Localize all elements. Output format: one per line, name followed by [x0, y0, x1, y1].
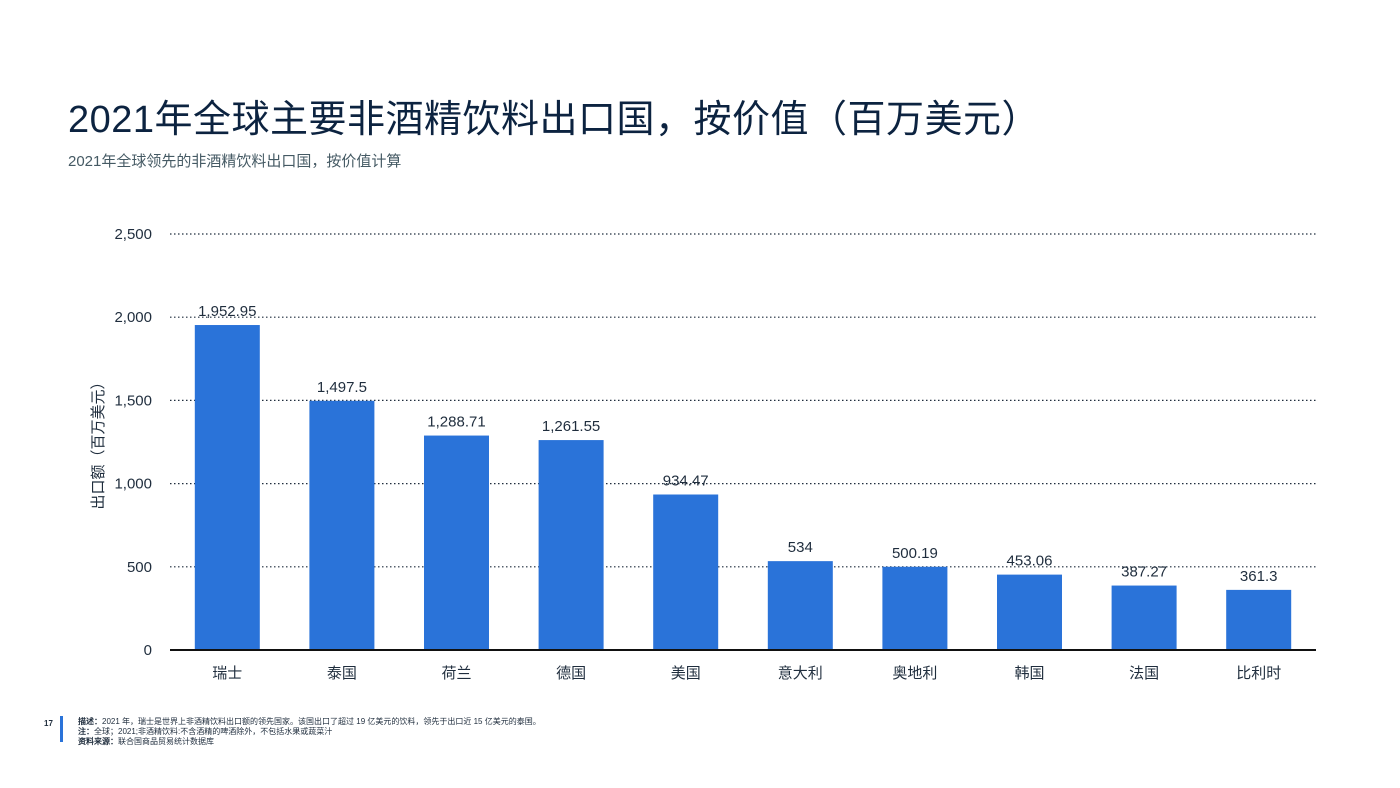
- bar: [309, 400, 375, 650]
- data-label: 1,952.95: [198, 303, 256, 320]
- bar: [997, 574, 1062, 650]
- data-label: 934.47: [663, 473, 709, 490]
- data-label: 1,288.71: [427, 414, 485, 431]
- bar: [653, 494, 719, 650]
- y-tick-label: 500: [127, 559, 152, 576]
- y-tick-label: 0: [144, 642, 152, 659]
- x-tick-label: 韩国: [1014, 665, 1044, 682]
- x-tick-label: 泰国: [327, 665, 357, 682]
- data-label: 500.19: [892, 545, 938, 562]
- y-tick-label: 2,500: [114, 226, 152, 243]
- bar: [1226, 589, 1292, 650]
- gridlines: [170, 233, 1316, 568]
- y-tick-label: 1,500: [114, 392, 152, 409]
- bar: [424, 435, 489, 650]
- chart-title: 2021年全球主要非酒精饮料出口国，按价值（百万美元）: [68, 99, 1041, 141]
- footer-description: 描述：2021 年，瑞士是世界上非酒精饮料出口额的领先国家。该国出口了超过 19…: [78, 717, 541, 726]
- bar: [882, 566, 948, 650]
- x-tick-label: 比利时: [1236, 665, 1281, 682]
- bar: [767, 561, 833, 650]
- data-label: 1,261.55: [542, 418, 600, 435]
- footer-note: 注：全球；2021;非酒精饮料:不含酒精的啤酒除外，不包括水果或蔬菜汁: [78, 727, 333, 736]
- x-tick-label: 意大利: [778, 664, 823, 682]
- bars: [194, 325, 1292, 650]
- data-label: 387.27: [1121, 564, 1167, 581]
- data-label: 361.3: [1240, 568, 1278, 585]
- chart-subtitle: 2021年全球领先的非酒精饮料出口国，按价值计算: [68, 153, 402, 170]
- y-axis-ticks: 0 500 1,000 1,500 2,000 2,500: [114, 226, 152, 659]
- footer-notes: 描述：2021 年，瑞士是世界上非酒精饮料出口额的领先国家。该国出口了超过 19…: [78, 717, 541, 747]
- x-tick-label: 美国: [671, 665, 701, 682]
- x-tick-label: 德国: [556, 664, 586, 682]
- bar: [538, 440, 604, 650]
- page-number: 17: [44, 719, 53, 728]
- x-tick-label: 荷兰: [441, 665, 471, 682]
- data-label: 534: [788, 539, 813, 556]
- y-tick-label: 1,000: [114, 476, 152, 493]
- footer-accent-bar: [60, 716, 63, 742]
- y-tick-label: 2,000: [114, 309, 152, 326]
- data-label: 453.06: [1007, 553, 1053, 570]
- data-label: 1,497.5: [317, 379, 367, 396]
- x-tick-label: 法国: [1129, 665, 1159, 682]
- y-axis-label: 出口额（百万美元）: [90, 374, 107, 509]
- bar: [194, 325, 260, 650]
- x-tick-label: 奥地利: [892, 665, 937, 682]
- bar: [1111, 585, 1177, 650]
- footer-source: 资料来源：联合国商品贸易统计数据库: [78, 737, 214, 746]
- x-tick-label: 瑞士: [212, 665, 242, 682]
- data-labels: 1,952.95 1,497.5 1,288.71 1,261.55 934.47 534…: [198, 303, 1277, 585]
- x-axis-ticks: 瑞士 泰国 荷兰 德国 美国 意大利 奥地利 韩国 法国 比利时: [212, 664, 1281, 682]
